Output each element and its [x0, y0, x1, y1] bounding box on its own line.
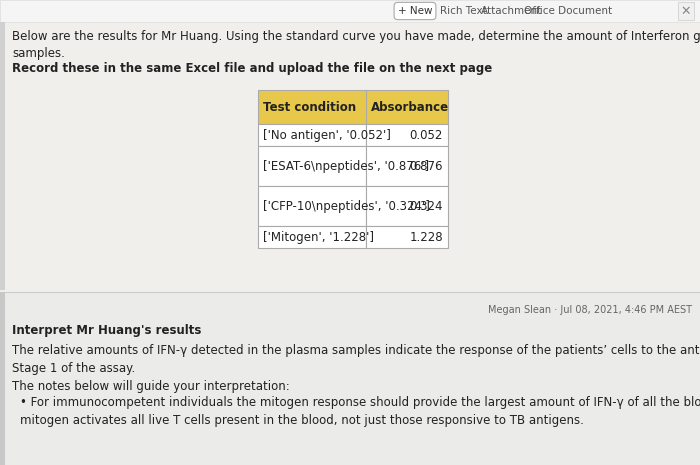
Bar	[258, 146, 366, 186]
Text: Megan Slean · Jul 08, 2021, 4:46 PM AEST: Megan Slean · Jul 08, 2021, 4:46 PM AEST	[488, 305, 692, 315]
Text: Test condition: Test condition	[263, 100, 356, 113]
Text: ['Mitogen', '1.228']: ['Mitogen', '1.228']	[263, 231, 374, 244]
Text: Attachment: Attachment	[482, 6, 542, 16]
Text: ✕: ✕	[680, 5, 692, 18]
Text: ['ESAT-6\npeptides', '0.876']: ['ESAT-6\npeptides', '0.876']	[263, 159, 429, 173]
Text: Office Document: Office Document	[524, 6, 612, 16]
Text: 1.228: 1.228	[410, 231, 443, 244]
Bar	[258, 226, 366, 248]
Text: The notes below will guide your interpretation:: The notes below will guide your interpre…	[12, 380, 290, 393]
Text: Record these in the same Excel file and upload the file on the next page: Record these in the same Excel file and …	[12, 62, 492, 75]
Bar	[366, 124, 448, 146]
Bar	[366, 226, 448, 248]
Bar	[0, 292, 700, 465]
Text: The relative amounts of IFN-γ detected in the plasma samples indicate the respon: The relative amounts of IFN-γ detected i…	[12, 344, 700, 374]
Text: ['No antigen', '0.052']: ['No antigen', '0.052']	[263, 128, 391, 141]
Text: ['CFP-10\npeptides', '0.324']: ['CFP-10\npeptides', '0.324']	[263, 199, 430, 213]
Text: • For immunocompetent individuals the mitogen response should provide the larges: • For immunocompetent individuals the mi…	[20, 396, 700, 426]
Text: Rich Text: Rich Text	[440, 6, 486, 16]
Text: Absorbance: Absorbance	[371, 100, 449, 113]
Text: Interpret Mr Huang's results: Interpret Mr Huang's results	[12, 324, 202, 337]
Text: + New: + New	[398, 6, 433, 16]
Text: Below are the results for Mr Huang. Using the standard curve you have made, dete: Below are the results for Mr Huang. Usin…	[12, 30, 700, 60]
Bar	[258, 186, 366, 226]
Bar	[0, 0, 700, 22]
Text: 0.324: 0.324	[410, 199, 443, 213]
Bar	[258, 124, 366, 146]
Bar	[0, 22, 700, 290]
Bar	[258, 90, 448, 124]
Bar	[0, 22, 5, 290]
Text: 0.876: 0.876	[410, 159, 443, 173]
Text: 0.052: 0.052	[410, 128, 443, 141]
Bar	[366, 186, 448, 226]
Bar	[0, 292, 5, 465]
Bar	[366, 146, 448, 186]
